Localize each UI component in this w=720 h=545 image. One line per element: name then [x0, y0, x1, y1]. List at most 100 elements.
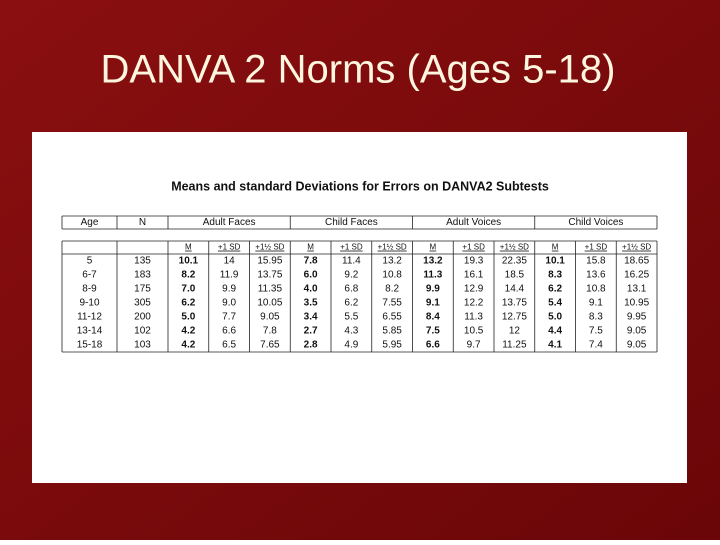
- table-cell: 5.5: [344, 312, 358, 323]
- table-cell: 15-18: [77, 340, 103, 351]
- sub-header: +1 SD: [585, 243, 608, 252]
- table-cell: 12.9: [464, 284, 484, 295]
- table-cell: 22.35: [502, 256, 527, 267]
- table-cell: 8-9: [82, 284, 97, 295]
- table-cell: 10.5: [464, 326, 484, 337]
- table-cell: 8.4: [426, 312, 440, 323]
- table-cell: 8.2: [385, 284, 399, 295]
- table-cell: 11.4: [342, 256, 361, 267]
- table-cell: 4.9: [344, 340, 358, 351]
- table-cell: 10.8: [586, 284, 606, 295]
- table-cell: 7.8: [263, 326, 277, 337]
- table-cell: 9.05: [627, 326, 647, 337]
- table-cell: 7.8: [304, 256, 318, 267]
- table-cell: 15.95: [257, 256, 282, 267]
- table-cell: 11.3: [423, 270, 442, 281]
- table-cell: 5.4: [548, 298, 562, 309]
- table-cell: 3.5: [304, 298, 318, 309]
- column-header: N: [139, 217, 146, 228]
- sub-header: +1 SD: [218, 243, 241, 252]
- table-cell: 4.4: [548, 326, 562, 337]
- table-cell: 4.1: [548, 340, 562, 351]
- table-cell: 9.0: [222, 298, 236, 309]
- table-cell: 9.9: [426, 284, 440, 295]
- table-cell: 9.05: [260, 312, 280, 323]
- table-cell: 6.6: [222, 326, 236, 337]
- table-cell: 11.9: [220, 270, 239, 281]
- sub-header: +1½ SD: [500, 243, 529, 252]
- table-cell: 13.1: [627, 284, 647, 295]
- table-cell: 6-7: [82, 270, 97, 281]
- sub-header: +1½ SD: [622, 243, 651, 252]
- table-cell: 11.35: [258, 284, 283, 295]
- column-header: Age: [81, 217, 99, 228]
- table-cell: 5.0: [548, 312, 562, 323]
- table-cell: 13-14: [77, 326, 103, 337]
- table-cell: 3.4: [304, 312, 318, 323]
- table: Age N Adult Faces Child Faces Adult Voices Ch…: [61, 215, 658, 353]
- column-header: Adult Voices: [446, 217, 501, 228]
- table-cell: 4.2: [181, 340, 195, 351]
- table-cell: 10.1: [179, 256, 199, 267]
- sub-header: +1 SD: [462, 243, 485, 252]
- table-cell: 10.1: [545, 256, 565, 267]
- table-cell: 12: [509, 326, 521, 337]
- table-cell: 9.05: [627, 340, 647, 351]
- table-cell: 7.0: [181, 284, 195, 295]
- table-cell: 7.5: [426, 326, 440, 337]
- table-cell: 7.4: [589, 340, 603, 351]
- table-cell: 10.8: [382, 270, 402, 281]
- table-cell: 9.1: [589, 298, 603, 309]
- table-cell: 8.3: [589, 312, 603, 323]
- table-cell: 16.25: [624, 270, 649, 281]
- table-cell: 2.8: [304, 340, 318, 351]
- sub-header: M: [430, 243, 437, 252]
- table-cell: 6.2: [548, 284, 562, 295]
- table-cell: 14: [224, 256, 236, 267]
- table-cell: 13.6: [586, 270, 606, 281]
- table-cell: 4.0: [304, 284, 318, 295]
- table-cell: 175: [134, 284, 151, 295]
- table-cell: 9.7: [467, 340, 481, 351]
- table-cell: 11.25: [502, 340, 527, 351]
- sub-header: M: [185, 243, 192, 252]
- table-cell: 12.2: [464, 298, 484, 309]
- table-cell: 102: [134, 326, 151, 337]
- table-cell: 12.75: [502, 312, 527, 323]
- column-header: Child Voices: [568, 217, 623, 228]
- table-cell: 9.1: [426, 298, 440, 309]
- table-cell: 4.2: [181, 326, 195, 337]
- slide-title: DANVA 2 Norms (Ages 5-18): [101, 48, 616, 92]
- table-cell: 7.65: [260, 340, 280, 351]
- table-cell: 9.2: [344, 270, 358, 281]
- table-cell: 13.75: [257, 270, 282, 281]
- table-cell: 9-10: [79, 298, 99, 309]
- table-cell: 7.55: [382, 298, 402, 309]
- table-cell: 183: [134, 270, 151, 281]
- table-cell: 5.95: [382, 340, 402, 351]
- table-cell: 5: [87, 256, 93, 267]
- table-cell: 6.2: [181, 298, 195, 309]
- column-header: Child Faces: [325, 217, 378, 228]
- table-cell: 305: [134, 298, 151, 309]
- table-cell: 13.2: [382, 256, 402, 267]
- table-cell: 10.95: [624, 298, 649, 309]
- table-cell: 103: [134, 340, 151, 351]
- table-title: Means and standard Deviations for Errors…: [171, 179, 549, 193]
- table-cell: 8.3: [548, 270, 562, 281]
- table-cell: 14.4: [505, 284, 525, 295]
- table-cell: 9.95: [627, 312, 647, 323]
- table-panel: [32, 132, 687, 483]
- table-cell: 16.1: [464, 270, 484, 281]
- sub-header: M: [552, 243, 559, 252]
- table-cell: 6.55: [382, 312, 402, 323]
- table-cell: 18.65: [624, 256, 649, 267]
- table-cell: 7.5: [589, 326, 603, 337]
- table-cell: 135: [134, 256, 151, 267]
- table-cell: 18.5: [505, 270, 525, 281]
- table-cell: 4.3: [344, 326, 358, 337]
- sub-header: M: [307, 243, 314, 252]
- table-cell: 2.7: [304, 326, 318, 337]
- sub-header: +1 SD: [340, 243, 363, 252]
